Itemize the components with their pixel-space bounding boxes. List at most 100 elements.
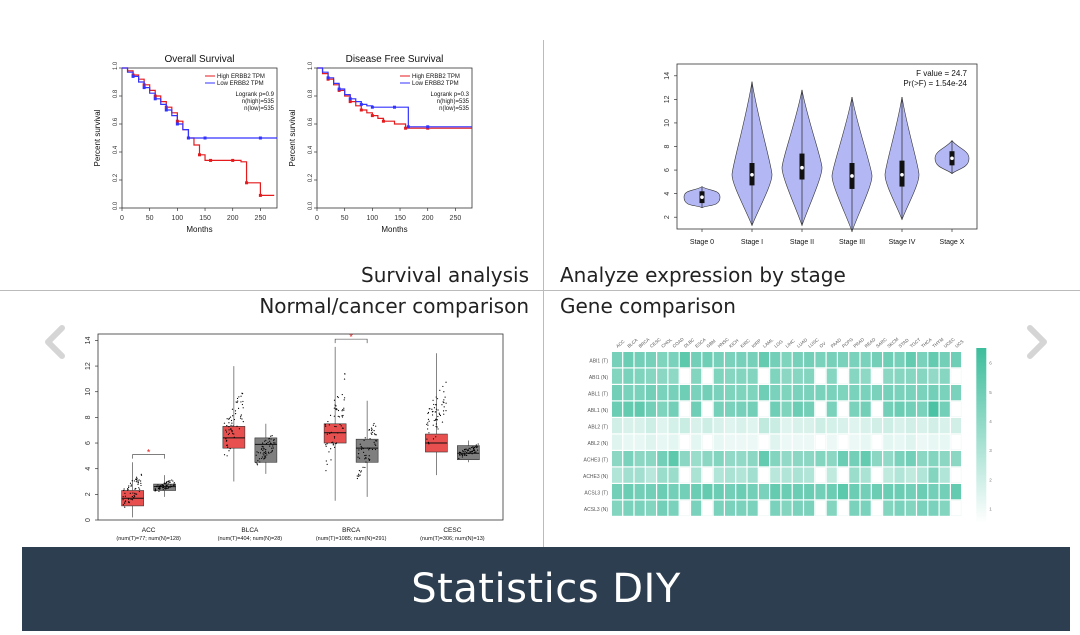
heatmap-scale-label: 2 <box>989 477 992 482</box>
tumor-point <box>431 414 434 416</box>
heatmap-color-scale <box>976 348 987 523</box>
tumor-point <box>228 429 230 431</box>
heatmap-cell <box>623 434 634 450</box>
normal-point <box>459 454 461 456</box>
tumor-point <box>434 419 437 421</box>
heatmap-cell <box>871 385 882 401</box>
heatmap-cell <box>623 418 634 434</box>
x-tick-label: 50 <box>341 215 349 222</box>
tumor-point <box>240 415 242 417</box>
heatmap-cell <box>883 401 894 417</box>
normal-point <box>259 461 261 463</box>
tumor-point <box>337 409 340 412</box>
tumor-point <box>326 463 328 465</box>
tumor-point <box>131 480 133 482</box>
tumor-point <box>130 485 132 487</box>
heatmap-cell <box>645 500 656 516</box>
heatmap-cell <box>747 401 758 417</box>
tumor-point <box>242 421 244 423</box>
heatmap-cell <box>668 401 679 417</box>
tumor-point <box>231 408 234 410</box>
heatmap-cell <box>804 467 815 483</box>
normal-point <box>262 449 264 452</box>
normal-point <box>364 437 366 439</box>
heatmap-cell <box>860 484 871 500</box>
normal-point <box>358 457 361 459</box>
anova-annotation: Pr(>F) = 1.54e-24 <box>903 79 967 88</box>
normal-point <box>164 482 166 484</box>
normal-point <box>458 457 460 460</box>
next-slide-button[interactable] <box>1022 322 1052 362</box>
heatmap-cell <box>725 385 736 401</box>
heatmap-cell <box>702 484 713 500</box>
heatmap-cell <box>792 434 803 450</box>
heatmap-cell <box>657 368 668 384</box>
tumor-point <box>128 502 130 504</box>
tumor-point <box>137 483 139 486</box>
heatmap-column-label: PRAD <box>852 336 865 348</box>
heatmap-cell <box>645 352 656 368</box>
heatmap-cell <box>860 352 871 368</box>
heatmap-cell <box>849 451 860 467</box>
tumor-point <box>443 391 445 393</box>
heatmap-cell <box>702 500 713 517</box>
normal-point <box>159 487 161 489</box>
heatmap-row-label: ACHE3 (T) <box>584 457 609 463</box>
heatmap-cell <box>634 352 645 368</box>
heatmap-cell <box>781 434 792 450</box>
normal-point <box>359 474 361 476</box>
heatmap-cell <box>871 418 882 434</box>
prev-slide-button[interactable] <box>40 322 70 362</box>
normal-point <box>256 451 258 453</box>
heatmap-cell <box>905 467 916 483</box>
normal-point <box>367 447 369 449</box>
heatmap-cell <box>815 484 826 500</box>
tumor-point <box>223 422 226 424</box>
tumor-point <box>338 416 341 418</box>
tumor-point <box>343 399 345 401</box>
heatmap-column-label: UCEC <box>943 336 957 349</box>
tumor-point <box>341 416 344 418</box>
normal-point <box>158 490 160 493</box>
normal-point <box>272 445 274 447</box>
censor-mark <box>406 125 410 129</box>
normal-point <box>374 443 376 445</box>
normal-point <box>265 452 267 454</box>
heatmap-cell <box>657 434 668 450</box>
heatmap-cell <box>860 467 871 483</box>
heatmap-cell <box>849 385 860 401</box>
censor-mark <box>245 181 249 185</box>
tumor-point <box>445 381 447 383</box>
tumor-point <box>442 410 445 412</box>
heatmap-cell <box>645 418 656 434</box>
tumor-point <box>343 378 346 380</box>
x-tick-sublabel: (num(T)=306; num(N)=13) <box>420 536 485 542</box>
tumor-point <box>228 432 230 435</box>
tumor-point <box>339 423 341 426</box>
normal-point <box>271 447 273 449</box>
tumor-point <box>133 495 135 497</box>
normal-point <box>266 454 268 456</box>
heatmap-cell <box>725 434 736 450</box>
heatmap-cell <box>691 484 702 500</box>
heatmap-column-label: KIRP <box>751 338 762 349</box>
heatmap-cell <box>657 401 668 417</box>
tumor-point <box>442 385 444 388</box>
y-tick-label: 12 <box>664 95 671 103</box>
heatmap-row-label: ABL1 (N) <box>587 408 608 414</box>
heatmap-cell <box>883 385 894 401</box>
normal-point <box>362 466 364 468</box>
heatmap-column-label: PAAD <box>830 337 843 349</box>
tumor-point <box>231 430 233 432</box>
heatmap-cell <box>634 484 645 500</box>
tumor-point <box>138 490 141 493</box>
normal-point <box>370 432 372 434</box>
normal-point <box>365 461 367 463</box>
tumor-point <box>123 489 125 492</box>
tumor-point <box>445 410 447 412</box>
normal-point <box>375 434 377 436</box>
tumor-point <box>431 411 434 413</box>
heatmap-cell <box>837 368 849 385</box>
heatmap-cell <box>815 418 826 434</box>
vertical-divider-top <box>543 40 544 290</box>
